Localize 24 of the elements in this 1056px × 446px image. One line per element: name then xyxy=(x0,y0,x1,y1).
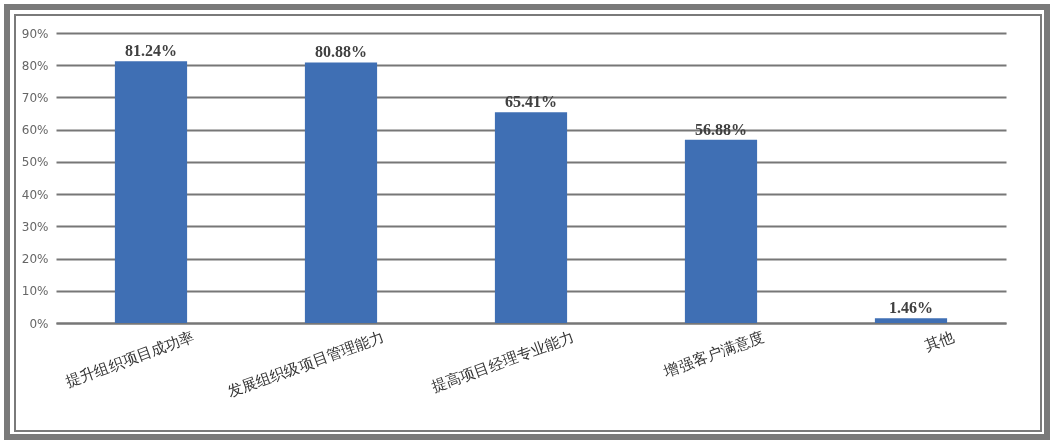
y-tick-label: 70% xyxy=(21,90,49,105)
y-tick-label: 80% xyxy=(21,58,49,73)
x-tick-label: 增强客户满意度 xyxy=(660,327,767,381)
data-label: 80.88% xyxy=(315,43,367,61)
bar xyxy=(494,112,568,323)
bar xyxy=(874,318,948,323)
y-tick-label: 60% xyxy=(21,123,49,138)
x-tick-label: 发展组织级项目管理能力 xyxy=(225,327,387,401)
bar xyxy=(304,62,378,323)
data-label: 65.41% xyxy=(505,93,557,111)
y-tick-label: 0% xyxy=(29,316,49,331)
y-tick-label: 50% xyxy=(21,155,49,170)
data-label: 1.46% xyxy=(889,299,933,317)
data-label: 81.24% xyxy=(125,42,177,60)
x-tick-label: 其他 xyxy=(922,327,957,355)
x-tick-label: 提高项目经理专业能力 xyxy=(429,327,577,396)
y-tick-label: 40% xyxy=(21,187,49,202)
y-tick-label: 20% xyxy=(21,252,49,267)
y-tick-label: 10% xyxy=(21,284,49,299)
y-tick-label: 90% xyxy=(21,26,49,41)
bar xyxy=(684,139,758,323)
y-tick-label: 30% xyxy=(21,219,49,234)
x-tick-label: 提升组织项目成功率 xyxy=(63,327,197,391)
bar xyxy=(114,61,188,323)
